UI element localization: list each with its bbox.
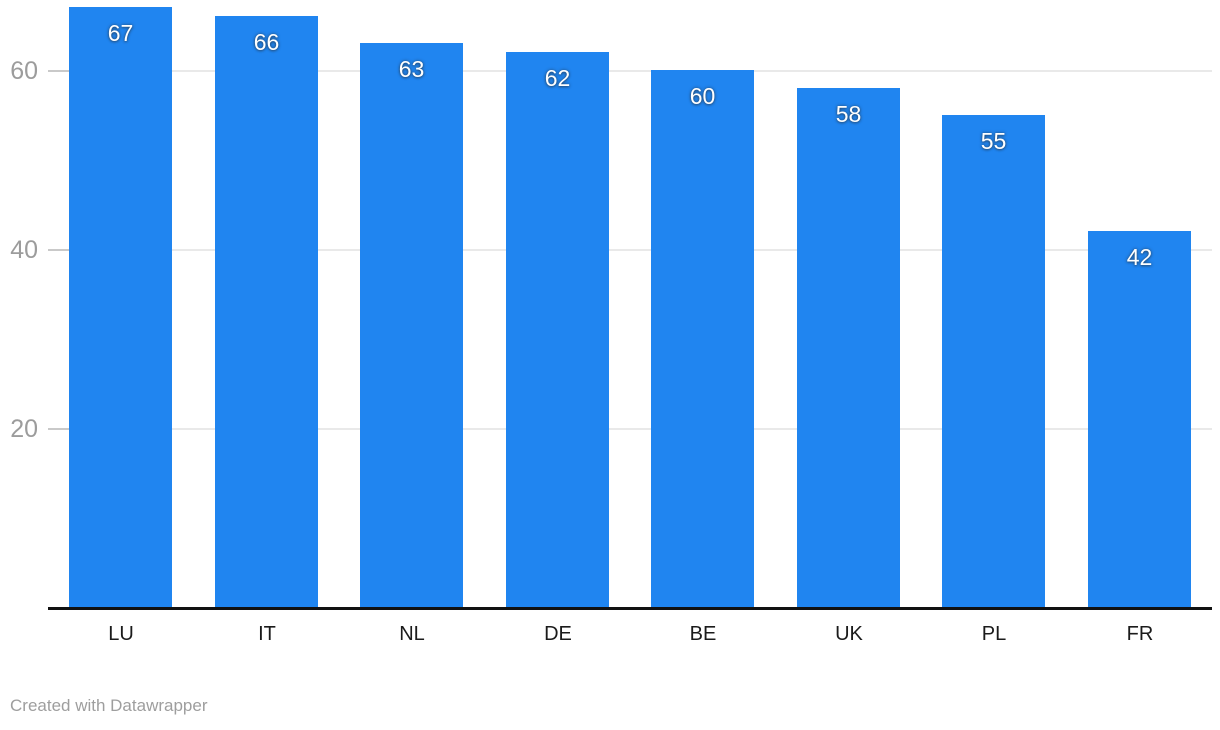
y-axis-tick-label: 40 [10,236,38,264]
x-category-label-fr: FR [1126,623,1154,645]
x-category-label-lu: LU [108,623,134,645]
y-axis-tick-label: 60 [10,57,38,85]
bar-value-label: 42 [1126,244,1153,270]
bar-value-label: 63 [398,56,425,82]
bar-fr: 42 [1088,231,1191,607]
bar-value-label: 58 [835,101,862,127]
bar-nl: 63 [360,43,463,607]
x-axis-line [48,607,1212,610]
bar-value-label: 66 [253,29,280,55]
datawrapper-attribution-link[interactable]: Created with Datawrapper [10,696,208,715]
bar-value-label: 55 [980,128,1007,154]
x-category-label-nl: NL [399,623,425,645]
y-axis-tick [48,428,76,430]
x-category-label-uk: UK [835,623,863,645]
y-axis-tick-label: 20 [10,415,38,443]
bar-be: 60 [651,70,754,607]
bar-value-label: 62 [544,65,571,91]
x-category-label-pl: PL [981,623,1007,645]
y-axis-tick [48,249,76,251]
gridline [48,428,1212,430]
bar-it: 66 [215,16,318,607]
x-category-label-be: BE [689,623,717,645]
bar-lu: 67 [69,7,172,607]
bar-uk: 58 [797,88,900,607]
gridline [48,70,1212,72]
bar-value-label: 60 [689,83,716,109]
y-axis-tick [48,70,76,72]
gridline [48,249,1212,251]
bar-value-label: 67 [107,20,134,46]
x-category-label-it: IT [258,623,276,645]
bar-de: 62 [506,52,609,607]
x-category-label-de: DE [544,623,572,645]
bar-pl: 55 [942,115,1045,607]
